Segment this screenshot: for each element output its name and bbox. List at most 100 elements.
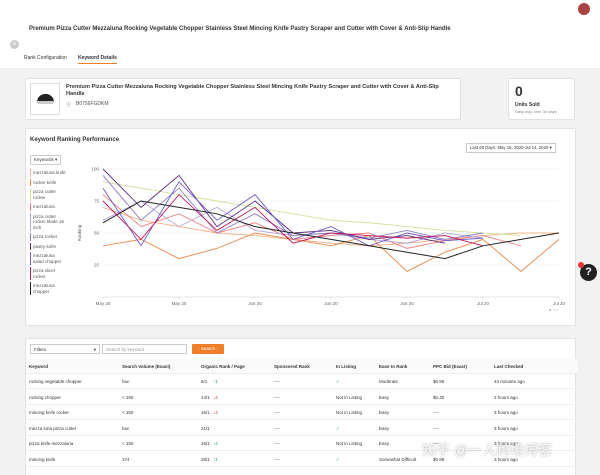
- asin-icon: ⓐ: [66, 102, 72, 108]
- cell: ----: [274, 394, 280, 400]
- series-line: [102, 181, 484, 247]
- cell: mezza luna pizza cutter: [29, 425, 77, 431]
- cell: 174: [122, 456, 130, 462]
- cell: low: [122, 425, 129, 431]
- product-image: [30, 83, 60, 115]
- table-row: mezza luna pizza cutter low 21/1 ---- ✓ Easy -…: [26, 421, 578, 436]
- cell: Easy: [379, 394, 390, 400]
- search-button[interactable]: Search: [192, 344, 224, 354]
- cell: ----: [274, 456, 280, 462]
- cell: ----: [274, 379, 280, 384]
- cell: < 150: [122, 441, 134, 446]
- table-header: Keyword Search Volume (Exact) Organic Rank…: [26, 359, 578, 374]
- cell: $0.40: [433, 394, 445, 400]
- table-row: mincing knife 174 28/1 ↑1 ---- ✓ Somewhat Diff…: [26, 452, 578, 467]
- column-header: Last Checked: [494, 364, 524, 369]
- legend-item: pizza slicer rocker: [30, 267, 66, 280]
- cell: ↑1: [213, 379, 218, 384]
- x-tick-label: Jul 20: [553, 301, 566, 306]
- cell: Easy: [379, 425, 390, 431]
- cell: 3 hours ago: [494, 456, 518, 462]
- cell: Moderate: [379, 379, 399, 384]
- series-line: [102, 175, 484, 240]
- series-line: [102, 193, 484, 247]
- cell: ----: [274, 441, 280, 446]
- pager-dots[interactable]: ● ○ ○: [549, 307, 559, 312]
- date-dropdown[interactable]: Last 60 Days: May 15, 2020-Jul 14, 2020 …: [466, 143, 556, 153]
- table-card: Filters ▾ Search by keyword Search Keywor…: [25, 338, 578, 475]
- keywords-dropdown[interactable]: Keywords ▾: [30, 155, 62, 165]
- column-header: In Listing: [336, 364, 356, 369]
- search-input[interactable]: Search by keyword: [102, 344, 187, 354]
- help-badge: [578, 262, 584, 268]
- x-tick-label: Jun 20: [400, 301, 414, 306]
- cell: ↑1: [213, 456, 218, 462]
- column-header: PPC Bid (Exact): [433, 364, 468, 369]
- x-tick-label: Jun 20: [248, 301, 262, 306]
- cell: 16/1: [201, 410, 210, 415]
- chart-card: Keyword Ranking Performance Last 60 Days…: [25, 128, 576, 326]
- product-card: Premium Pizza Cutter Mezzaluna Rocking V…: [25, 78, 461, 120]
- cell: ----: [274, 410, 280, 415]
- units-note: Daily avg. over 30 days: [515, 109, 557, 114]
- cell: 3 hours ago: [494, 394, 518, 400]
- y-tick-label: 100: [91, 167, 99, 172]
- cell: 43 minutes ago: [494, 379, 525, 384]
- series-line: [102, 168, 446, 244]
- legend-item: mezzaluna salad chopper: [30, 252, 66, 265]
- tab[interactable]: Rank Configuration: [24, 55, 67, 61]
- cell: ✓: [336, 456, 340, 462]
- cell: mincing knife rocker: [29, 410, 70, 415]
- cell: 14/1: [201, 394, 210, 400]
- product-icon: [37, 94, 54, 104]
- y-axis-label: Ranking: [77, 224, 82, 241]
- cell: ----: [433, 441, 439, 446]
- close-button[interactable]: ×: [10, 40, 19, 49]
- product-title: Premium Pizza Cutter Mezzaluna Rocking V…: [66, 84, 439, 97]
- help-button[interactable]: ?: [580, 264, 597, 281]
- x-tick-label: Jun 20: [324, 301, 338, 306]
- filters-dropdown[interactable]: Filters ▾: [30, 344, 100, 354]
- cell: ↓4: [213, 410, 218, 415]
- cell: ----: [274, 425, 280, 431]
- keywords-label: Keywords: [34, 157, 54, 162]
- series-line: [102, 194, 522, 249]
- column-header: Search Volume (Exact): [122, 364, 171, 369]
- cell: Easy: [379, 410, 390, 415]
- cell: 21/1: [201, 425, 210, 431]
- table: Keyword Search Volume (Exact) Organic Rank…: [26, 359, 578, 475]
- column-header: Keyword: [29, 364, 49, 369]
- legend-item: pizza rocker: [30, 233, 66, 241]
- series-line: [102, 232, 560, 272]
- chart-title: Keyword Ranking Performance: [30, 137, 120, 143]
- y-tick-label: 25: [94, 263, 100, 268]
- units-card: 0 Units Sold Daily avg. over 30 days: [508, 78, 575, 120]
- cell: $0.89: [433, 456, 445, 462]
- table-row: rocking vegetable chopper low 6/1 ↑1 ---- ✓ Mo…: [26, 374, 578, 389]
- tab-active[interactable]: Keyword Details: [78, 55, 117, 64]
- y-tick-label: 50: [94, 231, 100, 236]
- legend-item: mezzaluna chopper: [30, 282, 66, 295]
- filters-label: Filters: [34, 347, 47, 352]
- cell: 28/1: [201, 456, 210, 462]
- column-header: Ease to Rank: [379, 364, 408, 369]
- cell: < 150: [122, 410, 134, 415]
- x-tick-label: May 20: [172, 301, 187, 306]
- legend-item: rocker knife: [30, 178, 66, 186]
- cell: 3 hours ago: [494, 425, 518, 431]
- cell: pizza knife mezzaluna: [29, 441, 74, 446]
- y-tick-label: 75: [94, 199, 100, 204]
- legend-item: pizza cutter rocker blade 16 inch: [30, 212, 66, 231]
- avatar[interactable]: [578, 3, 590, 15]
- top-bar: [0, 0, 600, 68]
- table-row: mincing knife rocker < 150 16/1 ↓4 ---- Not i…: [26, 405, 578, 420]
- asin: B0756FGDKM: [76, 101, 109, 107]
- cell: ↑4: [213, 441, 218, 446]
- page-title: Premium Pizza Cutter Mezzaluna Rocking V…: [29, 26, 451, 32]
- cell: 26/1: [201, 441, 210, 446]
- x-tick-label: Jul 20: [477, 301, 490, 306]
- x-tick-label: May 20: [96, 301, 111, 306]
- cell: ----: [433, 410, 439, 415]
- series-line: [102, 200, 560, 260]
